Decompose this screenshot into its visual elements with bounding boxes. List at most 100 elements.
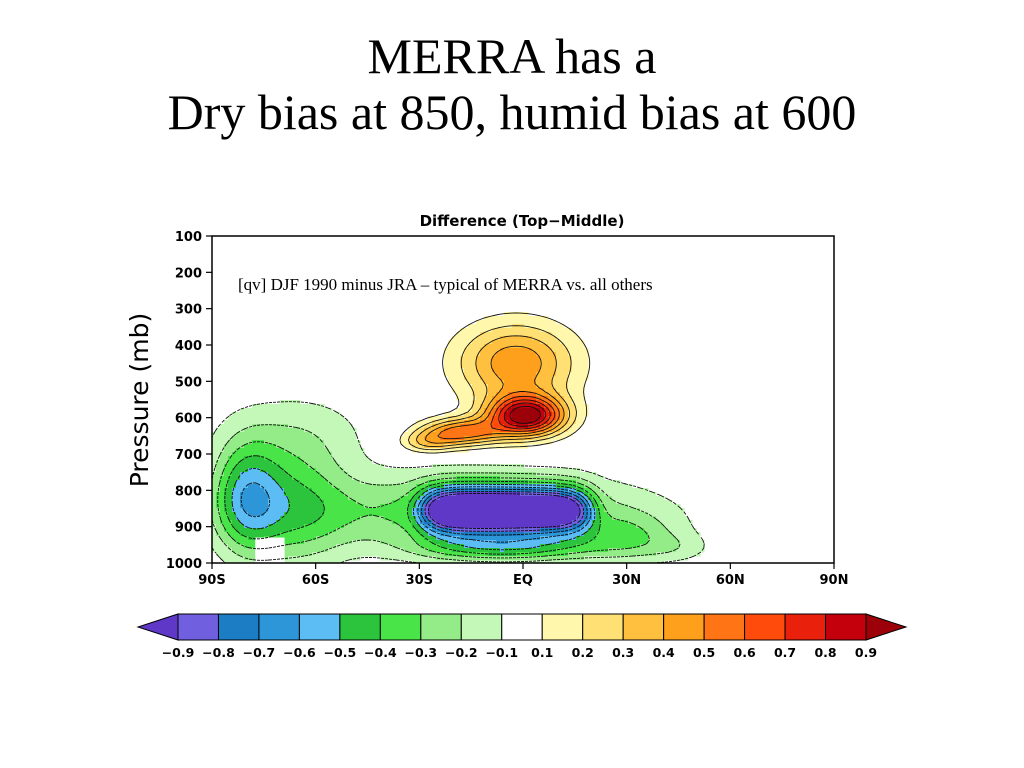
contour-cell	[240, 496, 269, 501]
contour-cell	[212, 544, 229, 549]
contour-cell	[568, 380, 585, 385]
contour-cell	[668, 528, 697, 533]
contour-cell	[584, 512, 589, 517]
contour-cell	[548, 416, 557, 421]
contour-cell	[444, 552, 489, 557]
contour-cell	[408, 500, 417, 505]
contour-cell	[448, 420, 465, 425]
contour-cell	[240, 472, 269, 477]
contour-cell	[460, 536, 541, 541]
contour-cell	[288, 500, 325, 505]
contour-cell	[416, 420, 433, 425]
contour-cell	[500, 476, 581, 481]
contour-cell	[464, 348, 481, 353]
contour-cell	[432, 496, 441, 501]
contour-cell	[312, 488, 341, 493]
contour-cell	[576, 536, 597, 541]
contour-cell	[440, 492, 457, 497]
contour-cell	[416, 500, 421, 505]
y-tick-label: 300	[175, 303, 202, 318]
contour-cell	[572, 424, 581, 429]
contour-cell	[348, 472, 441, 477]
contour-cell	[512, 400, 537, 405]
contour-cell	[564, 344, 585, 349]
positive-contour-line	[503, 402, 547, 427]
contour-cell	[592, 504, 597, 509]
contour-cell	[332, 484, 417, 489]
contour-cell	[448, 340, 473, 345]
contour-cell	[576, 404, 589, 409]
contour-cell	[452, 336, 477, 341]
contour-cell	[428, 500, 433, 505]
contour-cell	[236, 484, 249, 489]
contour-cell	[592, 520, 601, 525]
contour-cell	[504, 312, 529, 317]
contour-cell	[236, 516, 281, 521]
contour-cell	[560, 492, 573, 497]
colorbar-tick-label: 0.4	[653, 645, 675, 660]
contour-cell	[224, 464, 237, 469]
contour-cell	[576, 420, 585, 425]
contour-cell	[236, 432, 313, 437]
negative-contour-line	[427, 493, 581, 529]
contour-cell	[588, 500, 593, 505]
y-tick-label: 900	[175, 521, 202, 536]
contour-cell	[312, 432, 357, 437]
contour-cell	[408, 492, 417, 497]
x-tick-label: EQ	[513, 573, 533, 588]
contour-cell	[304, 460, 337, 465]
contour-cell	[348, 496, 401, 501]
contour-cell	[536, 428, 545, 433]
contour-cell	[564, 396, 573, 401]
contour-cell	[544, 400, 553, 405]
contour-cell	[284, 492, 317, 497]
colorbar-swatch	[541, 613, 584, 641]
contour-cell	[608, 548, 677, 553]
contour-cell	[556, 336, 581, 341]
contour-cell	[592, 496, 601, 501]
contour-cell	[600, 508, 605, 513]
contour-cell	[484, 396, 493, 401]
contour-cell	[264, 512, 285, 517]
contour-cell	[536, 472, 597, 477]
contour-cell	[424, 536, 437, 541]
contour-cell	[444, 372, 465, 377]
contour-cell	[456, 332, 481, 337]
contour-cell	[568, 416, 577, 421]
contour-cell	[240, 520, 277, 525]
contour-cell	[304, 540, 353, 545]
contour-cell	[444, 368, 465, 373]
contour-cell	[568, 348, 589, 353]
contour-cell	[552, 380, 569, 385]
contour-cell	[456, 476, 501, 481]
contour-cell	[480, 416, 489, 421]
x-tick-label: 30N	[612, 573, 641, 588]
contour-cell	[220, 484, 229, 489]
contour-cell	[232, 412, 341, 417]
contour-cell	[548, 344, 565, 349]
contour-cell	[536, 400, 545, 405]
contour-cell	[560, 404, 569, 409]
contour-cell	[420, 476, 457, 481]
contour-cell	[380, 540, 417, 545]
contour-cell	[428, 512, 581, 517]
contour-cell	[444, 360, 461, 365]
contour-cell	[584, 556, 689, 561]
contour-cell	[656, 552, 701, 557]
x-tick-label: 60S	[302, 573, 329, 588]
contour-cell	[560, 400, 565, 405]
contour-cell	[500, 428, 537, 433]
colorbar-tick-label: 0.6	[734, 645, 756, 660]
contour-cell	[236, 528, 293, 533]
contour-cell	[412, 560, 665, 563]
contour-cell	[496, 372, 537, 377]
contour-cell	[240, 532, 281, 537]
contour-cell	[284, 448, 329, 453]
contour-cell	[316, 468, 345, 473]
contour-cell	[476, 320, 557, 325]
slide-title: MERRA has a Dry bias at 850, humid bias …	[0, 28, 1024, 140]
contour-cell	[212, 516, 221, 521]
contour-cell	[540, 424, 545, 429]
colorbar-tick-label: −0.7	[243, 645, 276, 660]
contour-cell	[228, 416, 345, 421]
